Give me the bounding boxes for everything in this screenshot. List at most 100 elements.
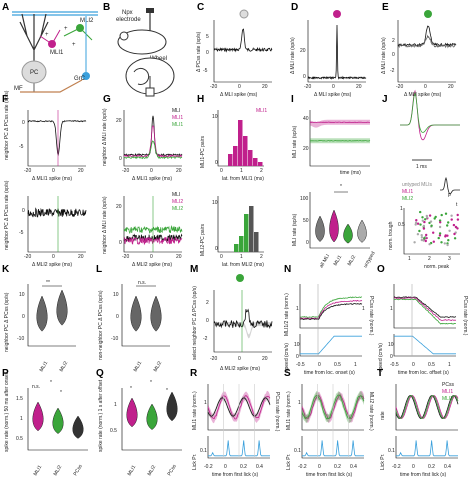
panel-letter-e: E <box>382 2 389 13</box>
panel-f-ylabel-top: neighbor PC Δ PCss rate (sp/s) <box>4 90 10 160</box>
panel-h-ytick-top-0: 0 <box>215 160 218 166</box>
panel-s-ylabel-right: MLI2 rate (norm.) <box>368 392 374 431</box>
panel-i-violin-mli1 <box>330 210 339 242</box>
panel-f-xtick-top-1: 0 <box>52 168 55 174</box>
panel-s-xtick-0: -0.2 <box>298 464 307 470</box>
panel-letter-j: J <box>382 94 388 105</box>
panel-n-xtick-2: 0.5 <box>334 362 341 368</box>
panel-g-xtick-bot-1: 0 <box>150 254 153 260</box>
panel-o-pcss <box>394 297 456 318</box>
panel-g-legend-bot-3: MLI2 <box>172 206 183 212</box>
panel-j-scatter-point <box>454 237 456 239</box>
panel-h-top-bar <box>228 154 233 166</box>
panel-j-scatter-point <box>424 218 426 220</box>
panel-j-xtick-3: 3 <box>448 256 451 262</box>
panel-g-xtick-top-0: -20 <box>122 168 129 174</box>
panel-o-xtick-1: 0 <box>412 362 415 368</box>
panel-p-star-3: * <box>50 380 52 386</box>
panel-h-ytick-bot-0: 0 <box>215 246 218 252</box>
panel-i-ytick-bot-100: 100 <box>300 196 309 202</box>
panel-j-scatter-point <box>415 219 417 221</box>
panel-o-xtick-2: 0.5 <box>428 362 435 368</box>
panel-d-xlabel: Δ MLI spike (ms) <box>314 92 352 98</box>
panel-l-ytick-neg10: -10 <box>111 336 118 342</box>
panel-f-top-trace <box>28 121 86 155</box>
panel-c-ytick-neg5: -5 <box>203 68 208 74</box>
panel-letter-q: Q <box>96 368 104 379</box>
panel-p-violin-mli1 <box>33 402 44 431</box>
panel-m-xtick-1: 0 <box>238 356 241 362</box>
panel-t-legend-mli1: MLI1 <box>442 389 453 395</box>
panel-j-scatter-point <box>417 223 419 225</box>
panel-f-xtick-bot-0: -20 <box>24 254 31 260</box>
panel-r-xlabel: time from first lick (s) <box>212 472 258 478</box>
panel-j-scatter-point <box>457 214 459 216</box>
panel-e-xtick-2: 20 <box>448 84 454 90</box>
panel-j-scatter-point <box>451 218 453 220</box>
panel-m-xtick-2: 20 <box>262 356 268 362</box>
panel-g-xtick-top-1: 0 <box>150 168 153 174</box>
panel-s-ytick-1: 1 <box>298 400 301 406</box>
panel-n-ytick-r-1: 1 <box>362 306 365 312</box>
panel-t-xlabel: time from first lick (s) <box>400 472 446 478</box>
panel-p-violin-pcss <box>73 416 84 438</box>
panel-j-scatter-point <box>421 216 423 218</box>
panel-o-ylabel-speed: speed (cm/s) <box>378 343 384 372</box>
probe-head <box>146 8 154 13</box>
panel-i-cat-mli2: MLI2 <box>347 254 358 267</box>
panel-j-xlabel: norm. peak <box>424 264 450 270</box>
panel-i-ytick-bot-0: 0 <box>306 240 309 246</box>
panel-p-ytick-15: 1.5 <box>16 396 23 402</box>
panel-j-scatter-point <box>434 217 436 219</box>
panel-k-violin-mli2 <box>57 290 68 325</box>
panel-o-speed-axes <box>394 334 456 356</box>
panel-j-scatter-point <box>432 232 434 234</box>
panel-p-star-1: n.s. <box>32 384 40 390</box>
panel-h-bot-bar <box>234 244 239 252</box>
panel-t-legend-pcss: PCss <box>442 382 454 388</box>
panel-n-xtick-3: 1 <box>354 362 357 368</box>
panel-e-trace-2 <box>398 36 456 47</box>
panel-q-ytick-1: 1 <box>114 402 117 408</box>
panel-n-speed-tick-10: 10 <box>294 342 300 348</box>
panel-m-cell-icon <box>236 274 244 282</box>
panel-h-top-bar <box>248 150 253 166</box>
panel-j-legend-mli2: MLI2 <box>402 196 413 202</box>
panel-m-axes <box>214 290 272 352</box>
panel-j-scatter-point <box>413 241 415 243</box>
mli1-label: MLI1 <box>50 50 64 56</box>
panel-k-axes <box>28 284 76 346</box>
panel-h-top-bar <box>233 146 238 166</box>
panel-g-legend-top-1: MLI <box>172 108 180 114</box>
panel-j-scatter-point <box>448 230 450 232</box>
panel-h-ytick-bot-10: 10 <box>212 200 218 206</box>
panel-j-scatter-point <box>446 244 448 246</box>
panel-j-legend-untyped: untyped MLIs <box>402 182 433 188</box>
panel-d-xtick-1: 0 <box>332 84 335 90</box>
panel-i-violin-untyped <box>358 220 367 242</box>
panel-j-scatter-point <box>444 242 446 244</box>
panel-i-violin-all <box>316 216 325 242</box>
plus-sign-1: + <box>45 32 49 38</box>
panel-j-scatter-point <box>430 225 432 227</box>
panel-letter-n: N <box>284 264 291 275</box>
panel-h-bot-bar <box>244 214 249 252</box>
panel-j-xtick-2: 2 <box>428 256 431 262</box>
panel-f-top-axes <box>28 110 86 166</box>
panel-n-speed-tick-0: 0 <box>296 354 299 360</box>
panel-l-star: n.s. <box>138 280 146 286</box>
panel-r-ytick-1: 1 <box>204 400 207 406</box>
panel-n-speed-axes <box>300 334 362 356</box>
panel-d-xtick-0: -20 <box>304 84 311 90</box>
panel-l-violin-mli1 <box>131 296 142 331</box>
panel-j-scatter-point <box>429 214 431 216</box>
panel-h-xtick-bot-1: 1 <box>240 254 243 260</box>
panel-q-ytick-05: 0.5 <box>110 428 117 434</box>
panel-g-ytick-top-0: 0 <box>119 156 122 162</box>
panel-p-cat-mli2: MLI2 <box>53 464 64 477</box>
panel-h-bot-bar <box>249 206 254 252</box>
panel-m-ytick-2: 2 <box>206 300 209 306</box>
panel-m-xlabel: Δ MLI2 spike (ms) <box>220 366 260 372</box>
panel-n-rates-axes <box>300 284 362 328</box>
panel-f-xlabel-bot: Δ MLI2 spike (ms) <box>32 262 72 268</box>
